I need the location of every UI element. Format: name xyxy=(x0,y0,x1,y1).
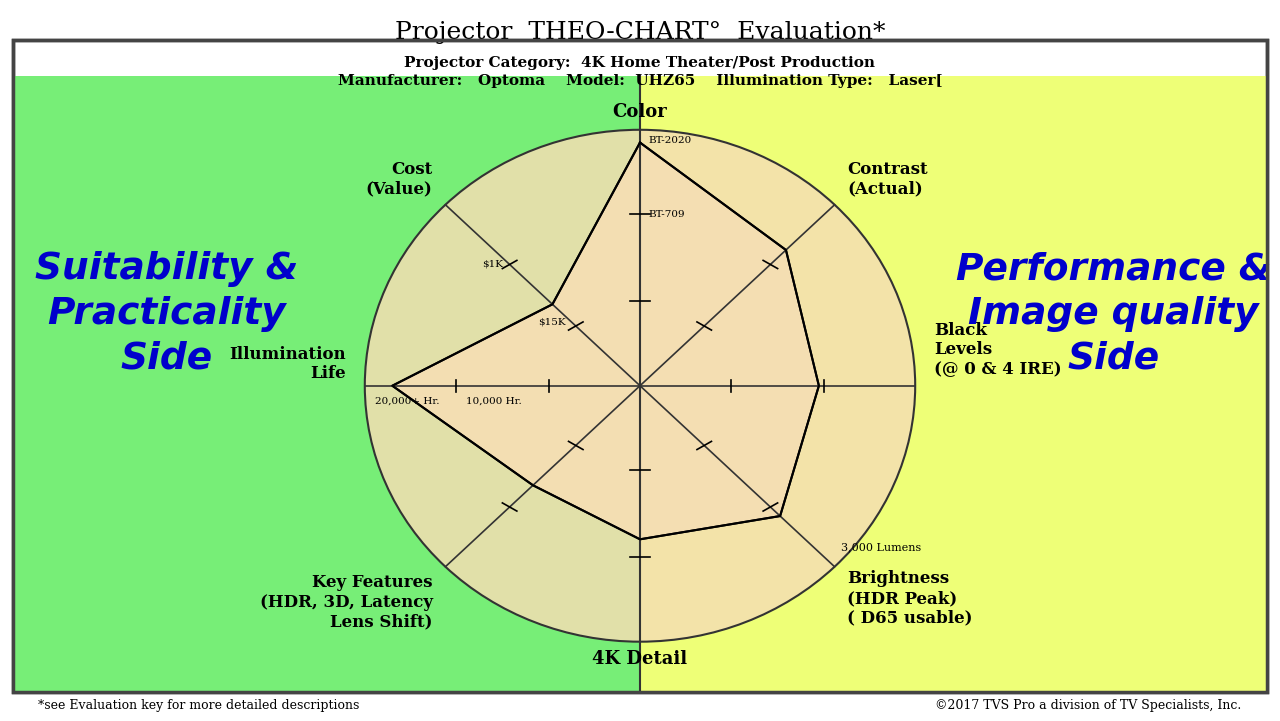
Text: 4K Detail: 4K Detail xyxy=(593,650,687,668)
Text: Manufacturer:   Optoma    Model:  UHZ65    Illumination Type:   Laser[: Manufacturer: Optoma Model: UHZ65 Illumi… xyxy=(338,74,942,88)
Bar xyxy=(640,76,1267,692)
Text: BT-709: BT-709 xyxy=(649,210,686,218)
Text: Contrast
(Actual): Contrast (Actual) xyxy=(847,161,928,198)
Polygon shape xyxy=(392,143,819,539)
Text: Cost
(Value): Cost (Value) xyxy=(366,161,433,198)
Text: *see Evaluation key for more detailed descriptions: *see Evaluation key for more detailed de… xyxy=(38,699,360,712)
Text: Performance &
Image quality
Side: Performance & Image quality Side xyxy=(956,251,1271,376)
Text: $1K: $1K xyxy=(483,260,503,269)
Text: Brightness
(HDR Peak)
( D65 usable): Brightness (HDR Peak) ( D65 usable) xyxy=(847,570,973,627)
Text: 10,000 Hr.: 10,000 Hr. xyxy=(466,397,522,405)
Text: $15K: $15K xyxy=(538,318,566,327)
Text: Projector Category:  4K Home Theater/Post Production: Projector Category: 4K Home Theater/Post… xyxy=(404,56,876,70)
Text: Black
Levels
(@ 0 & 4 IRE): Black Levels (@ 0 & 4 IRE) xyxy=(934,322,1062,378)
Text: ©2017 TVS Pro a division of TV Specialists, Inc.: ©2017 TVS Pro a division of TV Specialis… xyxy=(936,699,1242,712)
Bar xyxy=(13,76,640,692)
Text: Key Features
(HDR, 3D, Latency
Lens Shift): Key Features (HDR, 3D, Latency Lens Shif… xyxy=(260,574,433,630)
Ellipse shape xyxy=(365,130,915,642)
Text: Suitability &
Practicality
Side: Suitability & Practicality Side xyxy=(35,251,298,376)
Text: 20,000+ Hr.: 20,000+ Hr. xyxy=(375,397,439,405)
Text: BT-2020: BT-2020 xyxy=(649,136,692,144)
Text: Color: Color xyxy=(613,103,667,121)
Text: Illumination
Life: Illumination Life xyxy=(229,346,346,382)
Text: Projector  THEO-CHART°  Evaluation*: Projector THEO-CHART° Evaluation* xyxy=(394,21,886,44)
Text: 3,000 Lumens: 3,000 Lumens xyxy=(841,542,922,552)
